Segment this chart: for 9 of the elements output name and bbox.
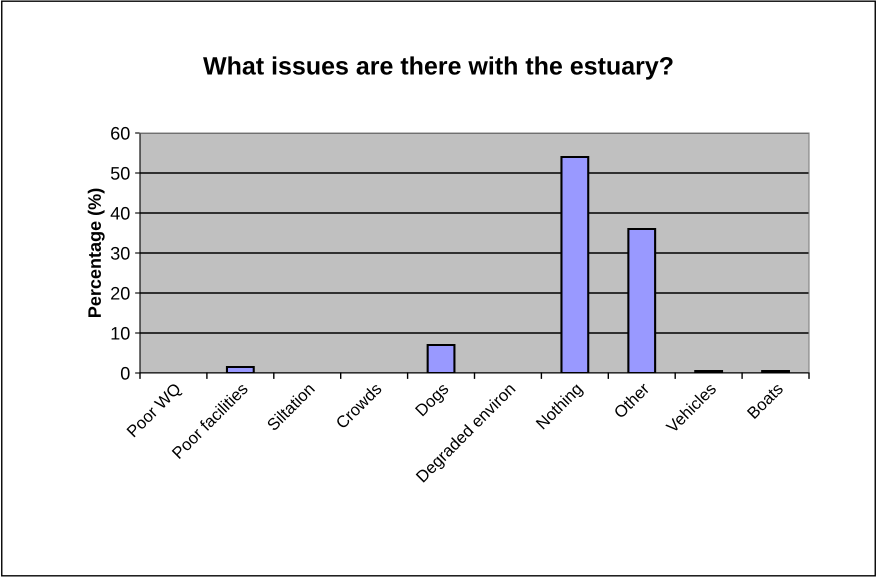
y-tick-label: 50	[110, 166, 130, 180]
y-tick-label: 40	[110, 206, 130, 220]
y-axis-title: Percentage (%)	[88, 188, 105, 318]
chart-title: What issues are there with the estuary?	[203, 56, 673, 80]
y-tick-label: 60	[111, 126, 130, 140]
y-tick-label: 10	[112, 326, 130, 340]
y-tick-label: 20	[111, 286, 130, 300]
y-tick-label: 30	[110, 246, 130, 260]
y-tick-label: 0	[120, 366, 130, 380]
